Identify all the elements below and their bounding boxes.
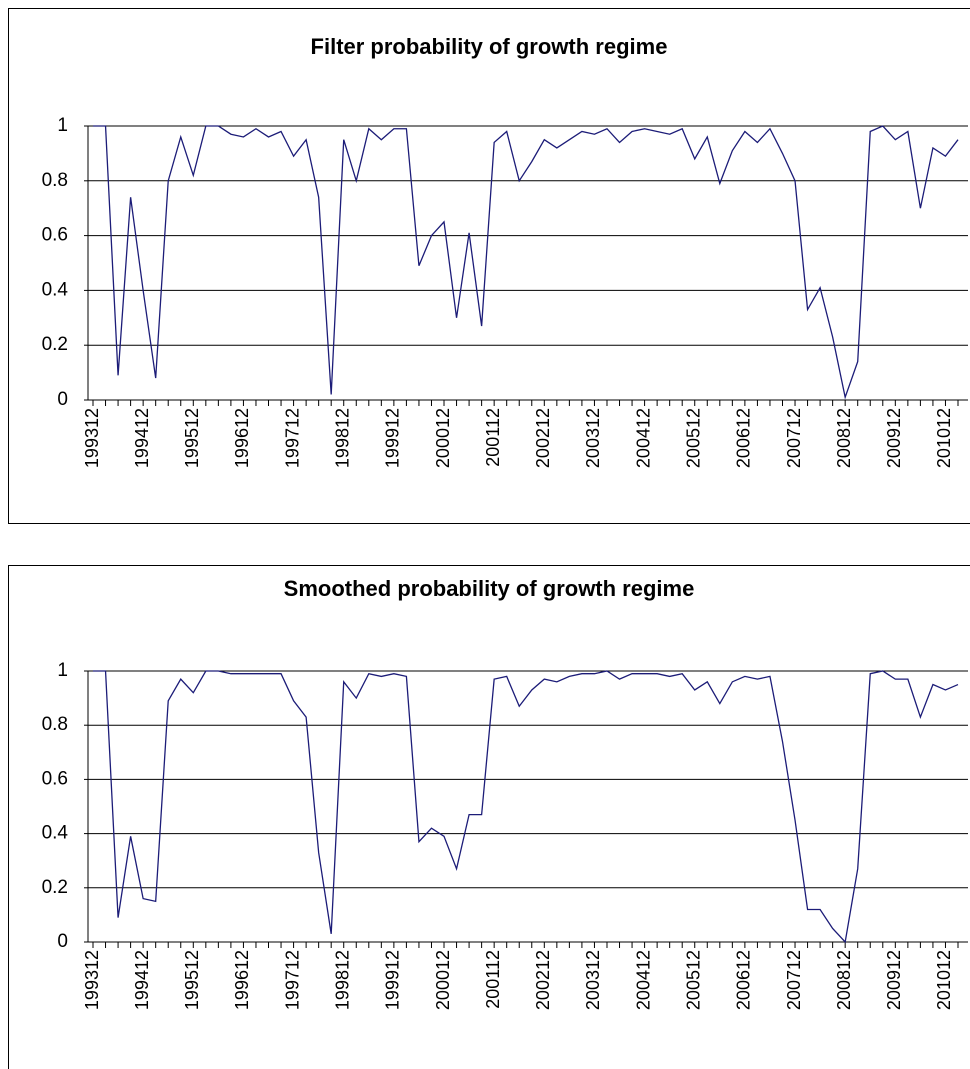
y-tick-label: 0.6	[42, 225, 68, 246]
x-tick-label: 201012	[934, 950, 954, 1010]
y-tick-label: 0.6	[42, 768, 68, 789]
x-tick-label: 199812	[332, 950, 352, 1010]
x-tick-label: 199512	[182, 408, 202, 468]
x-tick-label: 200412	[633, 950, 653, 1010]
x-tick-label: 199412	[132, 408, 152, 468]
y-tick-label: 0.8	[42, 714, 68, 735]
x-tick-label: 200512	[683, 950, 703, 1010]
x-tick-label: 199712	[282, 950, 302, 1010]
x-tick-label: 199612	[232, 950, 252, 1010]
x-tick-label: 200712	[784, 950, 804, 1010]
series-line	[93, 670, 959, 944]
x-tick-label: 199412	[132, 950, 152, 1010]
y-tick-label: 1	[57, 660, 68, 681]
x-tick-label: 200012	[433, 408, 453, 468]
x-tick-label: 200112	[483, 408, 503, 467]
chart-title: Smoothed probability of growth regime	[284, 576, 695, 601]
y-tick-label: 1	[57, 115, 68, 136]
x-tick-label: 200312	[583, 408, 603, 468]
x-tick-label: 200212	[533, 408, 553, 468]
x-tick-label: 200412	[633, 408, 653, 468]
x-tick-label: 200212	[533, 950, 553, 1010]
x-tick-label: 199312	[82, 408, 102, 468]
chart-title: Filter probability of growth regime	[311, 34, 668, 59]
y-tick-label: 0.4	[42, 279, 69, 300]
x-tick-label: 199712	[282, 408, 302, 468]
x-tick-label: 199912	[383, 408, 403, 468]
series-line	[93, 125, 959, 400]
x-tick-label: 200612	[734, 408, 754, 468]
x-tick-label: 199812	[332, 408, 352, 468]
x-tick-label: 199312	[82, 950, 102, 1010]
x-tick-label: 199612	[232, 408, 252, 468]
x-tick-label: 199912	[383, 950, 403, 1010]
x-tick-label: 200112	[483, 950, 503, 1009]
y-tick-label: 0	[57, 389, 68, 410]
panel-border	[8, 8, 970, 524]
x-tick-label: 200812	[834, 950, 854, 1010]
panel-border	[8, 565, 970, 1069]
x-tick-label: 200712	[784, 408, 804, 468]
x-tick-label: 200912	[884, 950, 904, 1010]
y-tick-label: 0.2	[42, 334, 68, 355]
y-tick-label: 0	[57, 931, 68, 952]
x-tick-label: 200512	[683, 408, 703, 468]
x-tick-label: 201012	[934, 408, 954, 468]
x-tick-label: 200312	[583, 950, 603, 1010]
x-tick-label: 199512	[182, 950, 202, 1010]
x-tick-label: 200012	[433, 950, 453, 1010]
x-tick-label: 200912	[884, 408, 904, 468]
x-tick-label: 200812	[834, 408, 854, 468]
y-tick-label: 0.2	[42, 877, 68, 898]
y-tick-label: 0.4	[42, 823, 69, 844]
y-tick-label: 0.8	[42, 170, 68, 191]
x-tick-label: 200612	[734, 950, 754, 1010]
